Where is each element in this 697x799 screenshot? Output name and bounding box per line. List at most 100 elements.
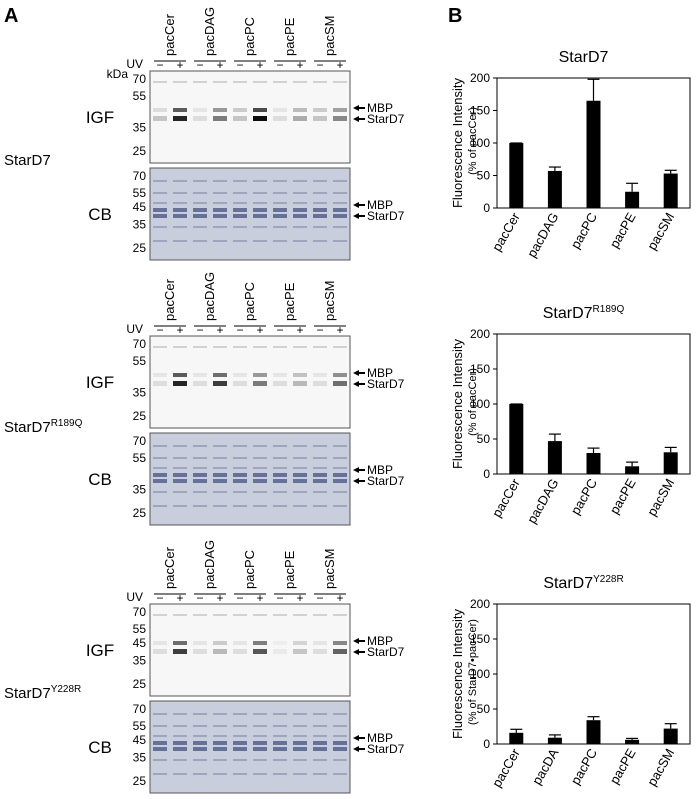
bar: [509, 143, 524, 208]
y-axis-sublabel: (% of StarD7•pacCer): [467, 619, 479, 725]
gel-band: [333, 741, 347, 745]
gel-band: [293, 725, 307, 727]
kda-label: kDa: [107, 67, 129, 81]
marker-label: 55: [133, 186, 147, 200]
uv-sign: +: [296, 323, 303, 337]
gel-band: [233, 214, 247, 218]
gel-band: [193, 725, 207, 727]
gel-band: [253, 108, 267, 112]
gel-band: [213, 713, 227, 715]
gel-band: [153, 735, 167, 737]
uv-sign: −: [196, 323, 203, 337]
gel-band: [273, 759, 287, 761]
gel-band: [273, 457, 287, 459]
gel-band: [253, 373, 267, 377]
gel-band: [253, 445, 267, 447]
gel-band: [333, 192, 347, 194]
gel-band: [273, 641, 287, 645]
gel-band: [253, 641, 267, 645]
gel-band: [193, 226, 207, 228]
gel-band: [313, 614, 327, 616]
gel-band: [173, 445, 187, 447]
gel-band: [153, 479, 167, 483]
gel-band: [213, 381, 227, 386]
uv-sign: −: [156, 323, 163, 337]
gel-band: [273, 473, 287, 477]
marker-label: 70: [133, 72, 147, 86]
x-tick-label: pacPC: [568, 210, 601, 251]
gel-band: [213, 214, 227, 218]
x-tick-label: pacSM: [644, 746, 677, 789]
uv-sign: −: [236, 591, 243, 605]
gel-band: [273, 192, 287, 194]
marker-label: 70: [133, 434, 147, 448]
bar: [509, 732, 524, 744]
gel-band: [293, 373, 307, 377]
gel-band: [213, 479, 227, 483]
gel-band: [153, 457, 167, 459]
bar: [586, 453, 601, 474]
gel-band: [193, 505, 207, 507]
gel-band: [333, 116, 347, 121]
lane-label: pacPE: [282, 17, 297, 56]
gel-band: [193, 214, 207, 218]
construct-name: StarD7: [4, 419, 51, 436]
gel-band: [313, 240, 327, 242]
marker-label: 45: [133, 733, 147, 747]
marker-label: 35: [133, 217, 147, 231]
blot-label: IGF: [86, 641, 114, 660]
gel-band: [233, 725, 247, 727]
gel-band: [233, 81, 247, 83]
gel-band: [253, 479, 267, 483]
gel-band: [253, 226, 267, 228]
gel-band: [213, 725, 227, 727]
gel-band: [173, 467, 187, 469]
gel-band: [233, 457, 247, 459]
gel-band: [193, 473, 207, 477]
gel-band: [333, 180, 347, 182]
gel-band: [273, 346, 287, 348]
band-arrow: [353, 381, 365, 387]
gel-band: [333, 346, 347, 348]
blot-label: CB: [88, 738, 112, 757]
gel-band: [153, 491, 167, 493]
gel-band: [333, 641, 347, 645]
gel-band: [313, 491, 327, 493]
gel-band: [333, 614, 347, 616]
gel-band: [293, 192, 307, 194]
marker-label: 35: [133, 750, 147, 764]
uv-sign: +: [216, 58, 223, 72]
gel-band: [213, 202, 227, 204]
gel-band: [313, 741, 327, 745]
gel-band: [273, 614, 287, 616]
gel-band: [213, 505, 227, 507]
construct-label: StarD7R189Q: [4, 418, 83, 436]
gel-band: [173, 202, 187, 204]
gel-band: [313, 214, 327, 218]
gel-band: [273, 381, 287, 386]
gel-band: [213, 641, 227, 645]
gel-band: [193, 735, 207, 737]
gel-band: [153, 473, 167, 477]
gel-band: [293, 713, 307, 715]
gel-band: [173, 713, 187, 715]
uv-sign: −: [316, 323, 323, 337]
bar: [663, 173, 678, 208]
gel-band: [273, 491, 287, 493]
gel-band: [333, 457, 347, 459]
gel-band: [233, 473, 247, 477]
bar: [663, 452, 678, 474]
marker-label: 25: [133, 409, 147, 423]
gel-band: [193, 445, 207, 447]
gel-band: [173, 614, 187, 616]
gel-band: [313, 373, 327, 377]
gel-band: [333, 473, 347, 477]
gel-band: [233, 505, 247, 507]
y-tick-label: 0: [483, 201, 490, 215]
y-axis-label: Fluorescence Intensity: [450, 77, 465, 208]
gel-band: [213, 741, 227, 745]
bar: [625, 191, 640, 208]
x-tick-label: pacDAG: [524, 210, 562, 260]
gel-band: [233, 741, 247, 745]
gel-band: [233, 614, 247, 616]
